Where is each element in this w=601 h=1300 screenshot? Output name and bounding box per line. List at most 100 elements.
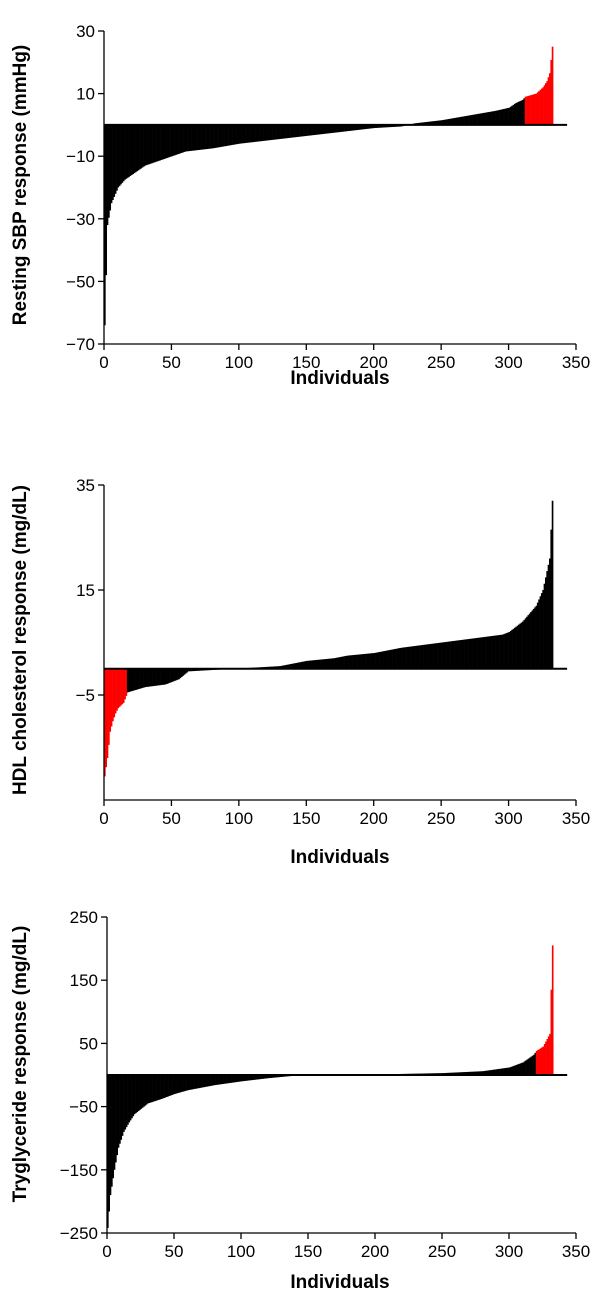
sbp-bar-198 [371,124,373,129]
tg-bar-321 [537,1050,539,1075]
hdl-bar-41 [159,668,161,686]
sbp-axes: 30 10 −10 −30 −50 −700 50 100 150 200 250 300 350 [66,22,590,372]
tg-bar-5 [113,1075,116,1170]
hdl-bar-52 [174,668,176,681]
sbp-bar-329 [547,77,550,125]
sbp-bar-31 [145,124,148,166]
sbp-bar-3 [108,124,110,218]
hdl-bar-147 [302,661,304,669]
hdl-bar-167 [329,658,331,669]
tg-bar-63 [191,1075,194,1090]
hdl-bar-17 [126,668,129,693]
sbp-bar-4 [109,124,112,211]
sbp-bar-301 [509,106,512,125]
hdl-x-axis-title: Individuals [290,847,389,868]
tg-bar-271 [470,1071,472,1075]
sbp-bar-294 [500,109,503,125]
sbp-bar-140 [292,124,295,138]
tg-bar-43 [164,1075,167,1098]
sbp-bar-147 [302,124,304,137]
hdl-bar-223 [404,647,407,669]
hdl-bar-225 [407,646,410,669]
sbp-bar-187 [356,124,358,131]
tg-y-tick-label-150: 150 [70,971,98,990]
tg-bar-122 [270,1075,273,1078]
tg-bar-327 [545,1041,547,1075]
hdl-bar-125 [272,666,275,669]
sbp-bar-316 [530,95,532,125]
sbp-bar-142 [295,124,298,138]
sbp-y-tick-label--70: −70 [66,335,95,354]
sbp-bar-129 [277,124,280,140]
tg-bar-120 [267,1075,270,1079]
sbp-bar-13 [121,124,124,183]
sbp-bar-252 [443,119,446,125]
tg-bar-76 [208,1075,211,1087]
hdl-bar-248 [438,642,441,669]
sbp-bar-240 [427,121,430,125]
hdl-bar-253 [445,641,447,669]
hdl-bar-142 [295,662,298,669]
tg-bar-128 [278,1075,281,1078]
tg-bar-252 [444,1072,447,1075]
sbp-bar-38 [155,124,157,162]
sbp-bar-299 [507,108,509,125]
sbp-bar-309 [520,100,523,125]
sbp-bar-287 [491,111,493,125]
tg-bar-316 [530,1056,533,1075]
hdl-bar-285 [488,636,490,669]
hdl-bar-65 [191,668,194,672]
hdl-bar-46 [166,668,168,684]
hdl-bar-301 [509,630,512,669]
tg-bar-309 [521,1062,523,1075]
sbp-bar-302 [511,105,513,125]
sbp-bar-260 [454,117,457,125]
sbp-bar-69 [197,124,199,151]
sbp-bar-133 [283,124,286,139]
sbp-bar-196 [368,124,370,129]
tg-y-tick-label--150: −150 [60,1161,98,1180]
sbp-bar-259 [453,118,455,125]
sbp-bar-118 [263,124,265,141]
sbp-bar-117 [261,124,264,142]
hdl-bar-138 [290,664,292,669]
sbp-bar-261 [455,117,458,125]
sbp-bar-40 [157,124,160,161]
tg-bar-7 [116,1075,119,1156]
sbp-bar-269 [466,115,469,125]
tg-bar-269 [467,1071,470,1075]
sbp-bar-170 [333,124,335,133]
sbp-bar-171 [334,124,337,133]
sbp-bar-284 [486,112,489,125]
tg-bar-260 [455,1072,458,1075]
sbp-bar-11 [118,124,121,186]
hdl-bar-327 [544,577,547,669]
hdl-bar-148 [303,661,306,669]
hdl-bar-271 [469,638,472,669]
hdl-bar-195 [366,653,369,669]
sbp-bar-68 [195,124,198,151]
tg-bar-254 [447,1072,449,1075]
sbp-bar-45 [164,124,167,159]
hdl-bar-149 [304,661,307,669]
hdl-bar-304 [513,627,516,669]
tg-bar-59 [186,1075,188,1091]
sbp-bar-250 [441,120,443,125]
hdl-bar-6 [112,668,114,722]
tg-bar-264 [460,1072,463,1075]
sbp-bar-120 [265,124,268,141]
tg-bar-106 [249,1075,251,1081]
hdl-bar-318 [532,608,535,669]
hdl-bar-143 [296,662,299,669]
hdl-bar-218 [397,648,400,669]
sbp-bar-143 [296,124,299,137]
tg-bar-108 [251,1075,254,1081]
sbp-bar-249 [439,120,442,125]
sbp-bar-173 [337,124,339,133]
hdl-bar-305 [515,626,517,669]
hdl-bar-310 [522,621,524,669]
hdl-bar-189 [358,654,361,669]
tg-bar-109 [253,1075,255,1080]
sbp-bar-307 [518,101,520,125]
sbp-bar-6 [112,124,114,201]
